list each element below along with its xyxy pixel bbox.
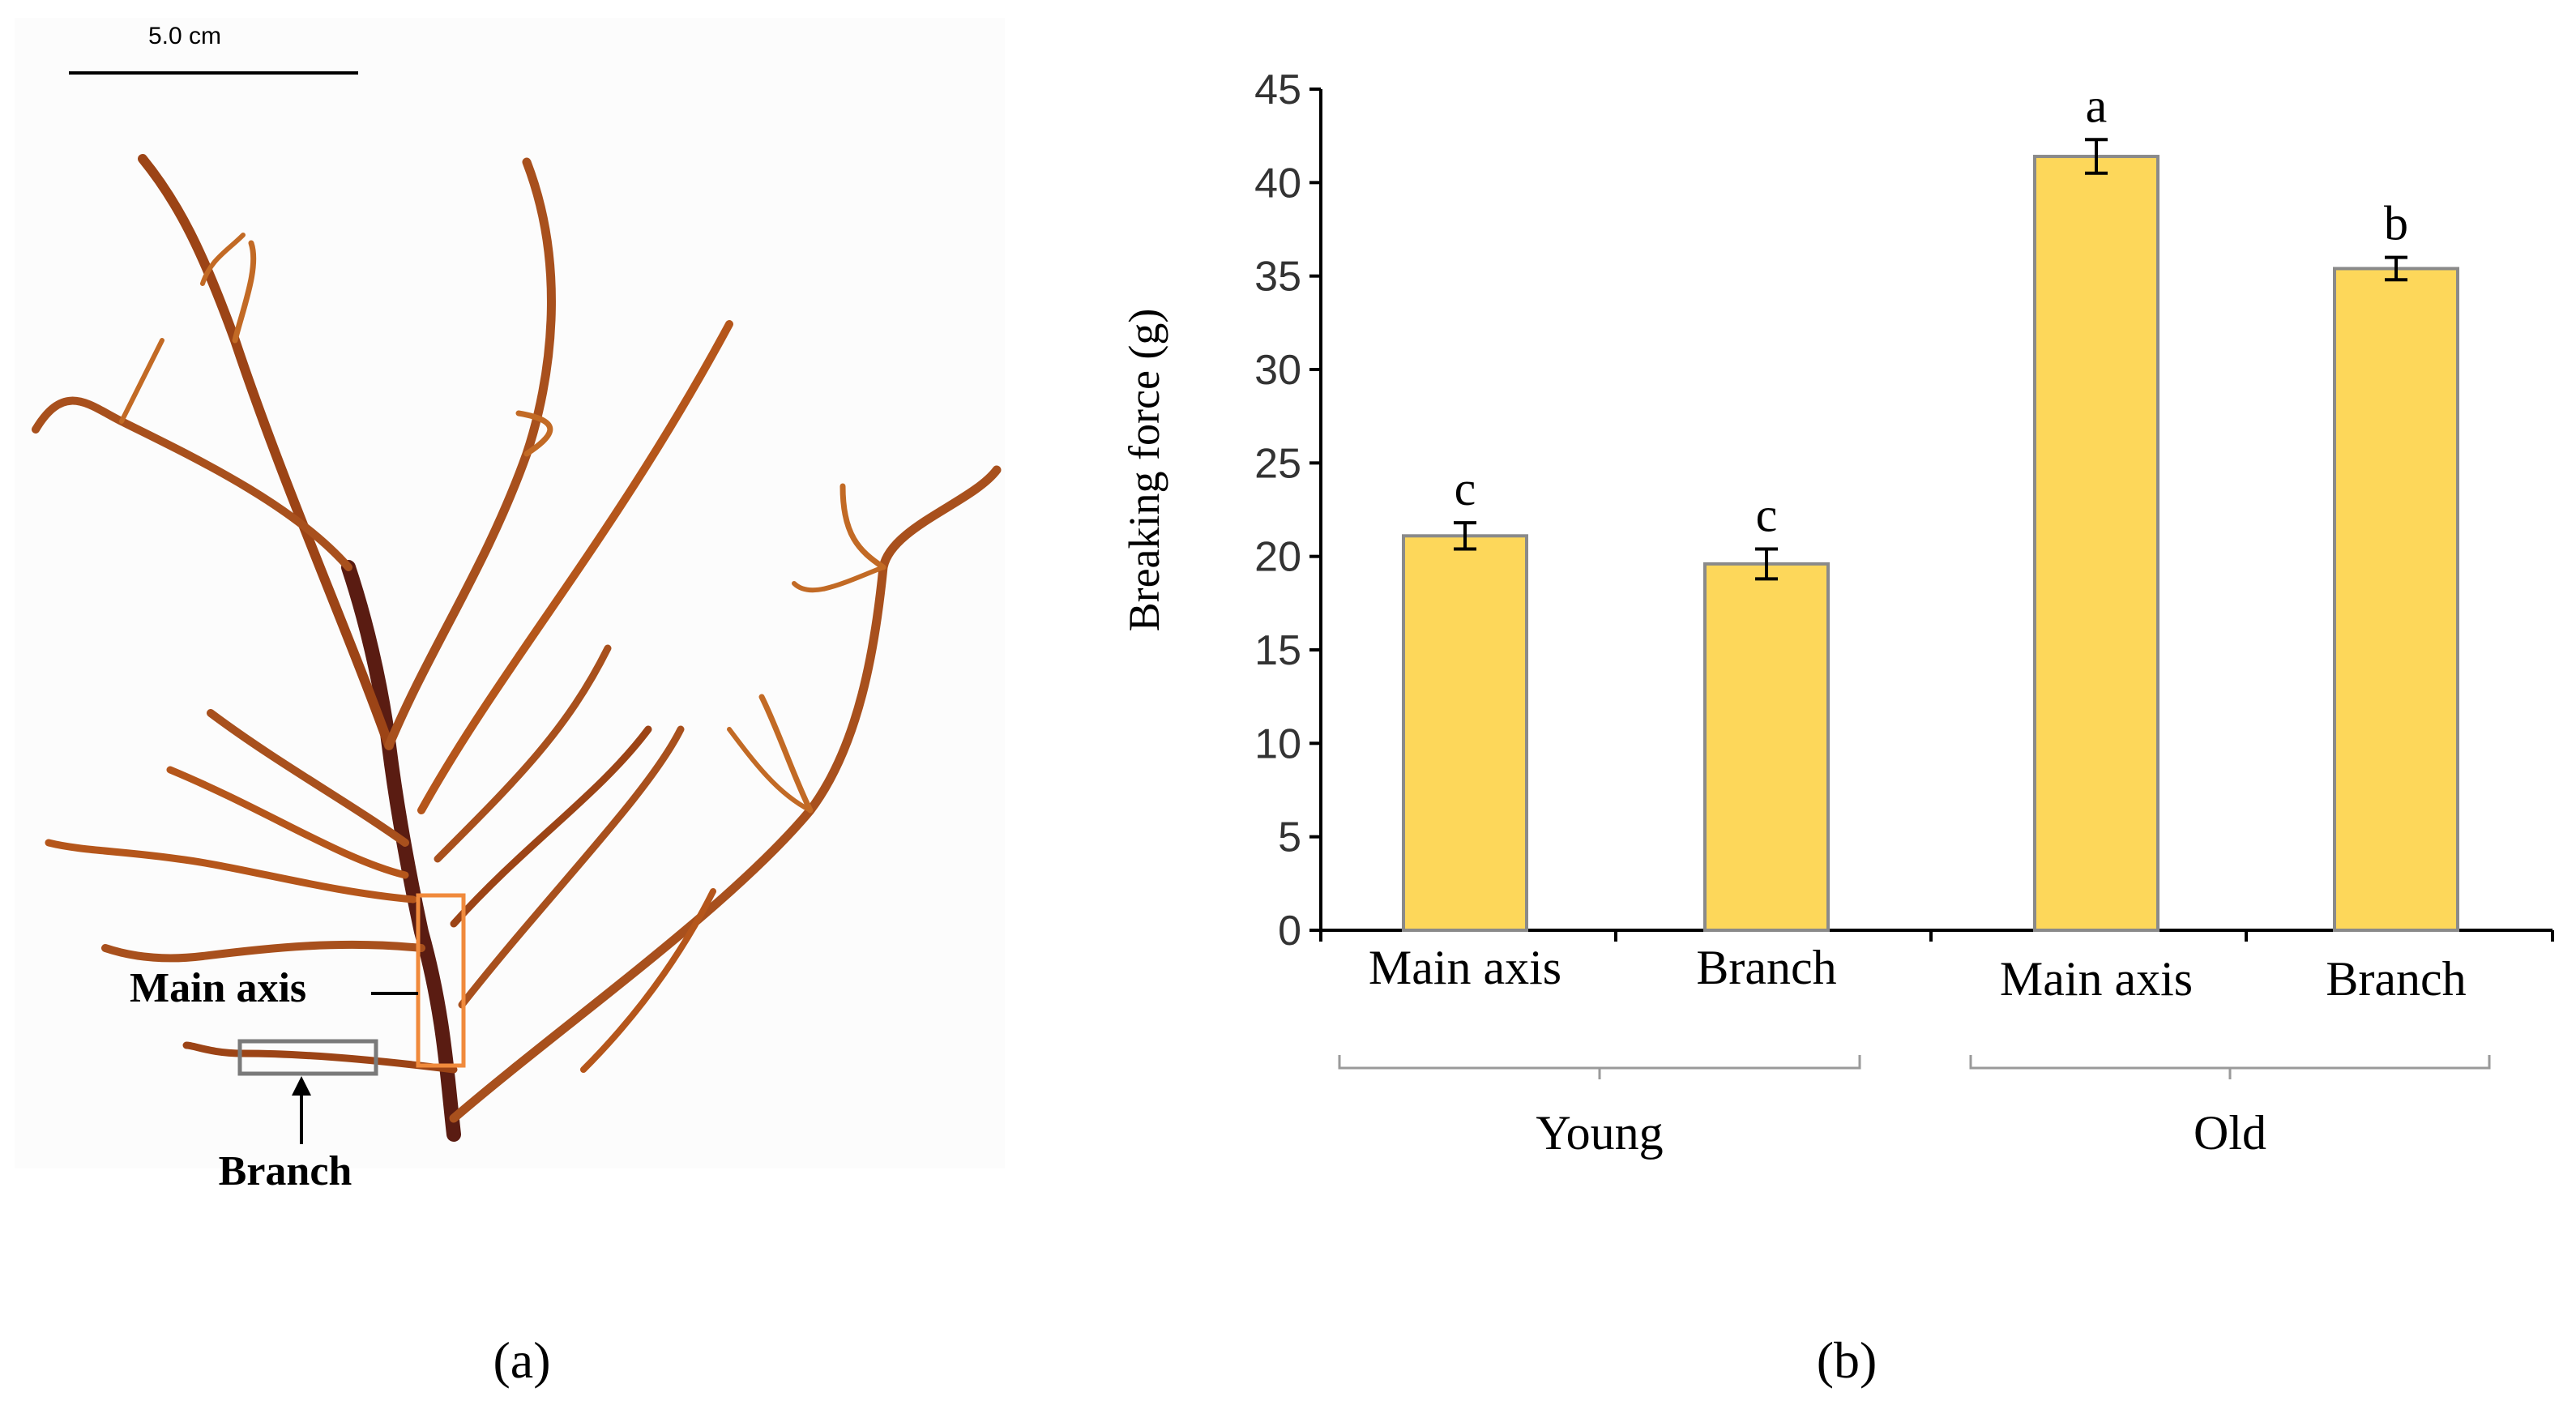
panel-b-label: (b): [1817, 1331, 1878, 1389]
bar: [1703, 562, 1830, 932]
bar: [2033, 155, 2159, 933]
y-tick-label: 25: [1254, 440, 1301, 487]
main-axis-box: [416, 893, 466, 1068]
y-tick-label: 20: [1254, 534, 1301, 581]
significance-letter: b: [2384, 197, 2408, 250]
main-axis-callout: Main axis: [130, 965, 306, 1011]
category-label: Main axis: [2000, 952, 2193, 1006]
panel-a: 5.0 cm: [0, 0, 1053, 1410]
category-label: Branch: [1696, 941, 1836, 994]
significance-letter: c: [1455, 462, 1476, 515]
branch-box: [237, 1039, 378, 1076]
y-tick-label: 10: [1254, 720, 1301, 767]
algae-thallus: [32, 154, 1002, 1142]
significance-letter: c: [1756, 488, 1778, 541]
y-tick-label: 15: [1254, 627, 1301, 674]
y-tick-label: 0: [1278, 908, 1301, 955]
group-bracket: [1969, 1055, 2491, 1079]
group-label: Young: [1536, 1106, 1663, 1160]
significance-letter: a: [2086, 79, 2108, 132]
labels: c Main axis c Branch a Main axis b Branch Young O…: [1338, 79, 2491, 1160]
y-tick-label: 40: [1254, 160, 1301, 207]
group-bracket: [1338, 1055, 1861, 1079]
bars: [1402, 138, 2459, 933]
y-tick-label: 30: [1254, 347, 1301, 394]
category-label: Branch: [2326, 952, 2466, 1006]
y-tick-label: 35: [1254, 254, 1301, 301]
branch-callout: Branch: [219, 1148, 352, 1194]
bar: [1402, 534, 1528, 932]
algae-photo: 5.0 cm: [15, 18, 1005, 1389]
group-label: Old: [2194, 1106, 2266, 1160]
panel-b: 0 5 10 15 20 25 30 35 40 45 c Main axis c Branch a Mai…: [1053, 0, 2576, 1410]
panel-a-label: (a): [493, 1331, 550, 1389]
y-axis-title: Breaking force (g): [1120, 309, 1168, 632]
branch-arrow-head: [292, 1076, 311, 1096]
scale-bar-label: 5.0 cm: [148, 23, 221, 49]
category-label: Main axis: [1369, 941, 1561, 994]
y-tick-label: 5: [1278, 814, 1301, 861]
breaking-force-chart: 0 5 10 15 20 25 30 35 40 45 c Main axis c Branch a Mai…: [1120, 66, 2554, 1389]
scale-bar: 5.0 cm: [69, 23, 358, 75]
y-tick-label: 45: [1254, 66, 1301, 113]
bar: [2333, 267, 2459, 932]
